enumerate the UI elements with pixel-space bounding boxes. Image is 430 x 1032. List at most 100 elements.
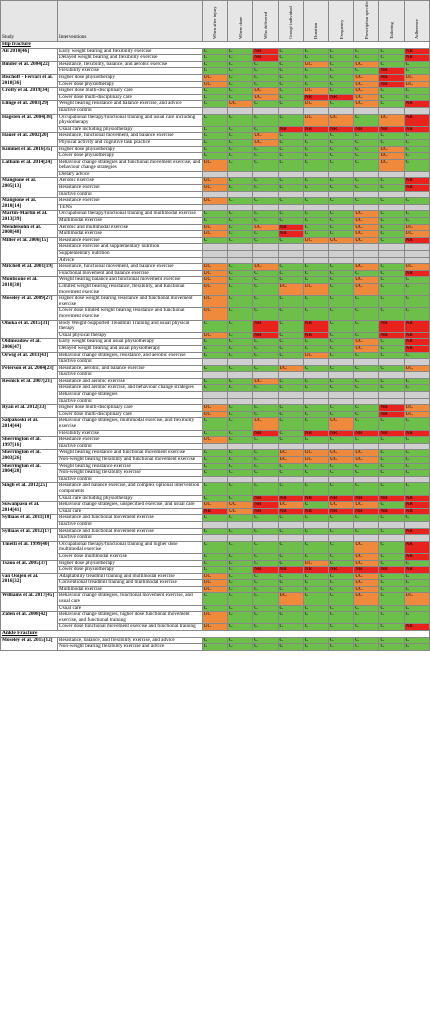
rating-cell: C xyxy=(201,377,229,386)
rating-cell: C xyxy=(378,93,405,102)
rating-cell xyxy=(378,190,405,199)
table-row: Moseley et al. 2015[12] Resistance, balan… xyxy=(0,636,430,651)
rating-cell: UC xyxy=(353,236,380,245)
rating-cell: NR xyxy=(403,338,430,346)
rating-cell: UC xyxy=(353,210,380,219)
rating-cell: C xyxy=(327,47,355,56)
rating-cell: NR xyxy=(277,230,304,238)
rating-cell: C xyxy=(302,295,329,309)
rating-cell: C xyxy=(227,636,254,645)
rating-cell: C xyxy=(378,636,405,645)
rating-cell: C xyxy=(327,351,355,360)
rating-cell: NR xyxy=(403,429,430,438)
rating-cell: C xyxy=(327,138,355,147)
rating-cell: C xyxy=(302,263,329,271)
rating-cell: C xyxy=(277,138,304,147)
rating-cell: C xyxy=(403,377,430,386)
table-row: Supplementary nutrition xyxy=(1,250,430,258)
intervention-cell: Delayed weight bearing and usual physiot… xyxy=(57,344,203,353)
rating-cell: C xyxy=(378,60,405,69)
rating-cell: UC xyxy=(277,449,304,457)
table-row: TENS xyxy=(1,203,430,212)
rating-cell: C xyxy=(378,47,405,56)
rating-cell: C xyxy=(403,138,430,147)
rating-cell: C xyxy=(252,184,279,192)
rating-cell: C xyxy=(378,276,405,284)
rating-cell: C xyxy=(201,469,229,477)
rating-cell: C xyxy=(227,417,254,431)
rating-cell: UC xyxy=(252,87,279,95)
rating-cell: C xyxy=(277,552,304,561)
rating-cell: C xyxy=(327,197,355,205)
study-cell: Ali 2010[46] xyxy=(0,47,59,62)
rating-cell: C xyxy=(252,210,279,219)
study-cell: Moseley et al. 2009[27] xyxy=(0,295,59,321)
study-cell: Latham et al. 2014[24] xyxy=(0,158,59,179)
rating-cell: C xyxy=(252,282,279,297)
table-row: Usual care NR UC NR NR NR NR NR NR NR xyxy=(1,507,430,516)
intervention-cell: Weight bearing resistance and balance ex… xyxy=(57,100,203,108)
study-cell: Sylliaas et al. 2011[18] xyxy=(0,514,59,529)
rating-cell: UC xyxy=(403,230,430,238)
rating-cell: C xyxy=(327,263,355,271)
rating-cell: C xyxy=(302,210,329,219)
rating-cell: C xyxy=(327,559,355,568)
rating-cell xyxy=(327,391,355,399)
rating-cell: C xyxy=(378,540,405,554)
rating-cell xyxy=(252,203,279,212)
rating-cell: NR xyxy=(327,125,355,134)
rating-cell: C xyxy=(353,643,380,651)
rating-cell xyxy=(302,391,329,399)
intervention-cell: Occupational therapy/functional training… xyxy=(57,210,203,219)
rating-cell: C xyxy=(378,223,405,232)
table-row: van Ooijen et al. 2016[32] Adaptability t… xyxy=(0,572,430,594)
rating-cell: C xyxy=(302,384,329,393)
rating-cell: UC xyxy=(302,60,329,69)
rating-cell: UC xyxy=(353,540,380,554)
rating-cell xyxy=(378,256,405,265)
table-row: Lower dose physiotherapy UC C C C C C UC NR UC xyxy=(1,80,430,89)
rating-cell: C xyxy=(302,643,329,651)
intervention-cell: Inactive control xyxy=(57,520,203,529)
rating-cell: C xyxy=(201,559,229,568)
rating-cell: C xyxy=(403,604,430,613)
rating-cell: C xyxy=(403,643,430,651)
rating-cell: UC xyxy=(403,223,430,232)
rating-cell: C xyxy=(403,217,430,225)
rating-cell: UC xyxy=(277,456,304,464)
rating-cell xyxy=(227,534,254,542)
table-row: Crotty et al. 2019[34] Higher dose multi-… xyxy=(0,87,430,102)
rating-cell: C xyxy=(201,636,229,645)
rating-cell xyxy=(353,250,380,258)
rating-cell: NR xyxy=(403,623,430,632)
rating-cell: C xyxy=(252,449,279,457)
rating-cell: C xyxy=(252,592,279,606)
rating-cell: NR xyxy=(252,429,279,438)
rating-cell: C xyxy=(378,87,405,95)
rating-cell: C xyxy=(277,197,304,205)
table-row: Elinge et al. 2003[29] Weight bearing res… xyxy=(0,100,430,115)
rating-cell: C xyxy=(327,73,355,82)
rating-cell: C xyxy=(403,67,430,75)
rating-cell: C xyxy=(302,604,329,613)
rating-cell xyxy=(327,397,355,406)
rating-cell: C xyxy=(227,307,254,321)
rating-cell: C xyxy=(252,113,279,127)
rating-cell xyxy=(403,442,430,451)
rating-cell: C xyxy=(277,611,304,625)
table-row: Usual care including physiotherapy C C NR NR… xyxy=(1,494,430,503)
intervention-cell: Aerobic exercise xyxy=(57,177,203,186)
rating-cell: NR xyxy=(353,507,380,516)
rating-cell: NR xyxy=(302,566,329,574)
rating-cell: C xyxy=(201,482,229,496)
rating-cell: C xyxy=(403,436,430,444)
rating-cell: UC xyxy=(353,263,380,271)
table-row: Zidén et al. 2008[42] Behaviour change st… xyxy=(0,611,430,632)
rating-cell: C xyxy=(403,87,430,95)
rating-cell: C xyxy=(277,319,304,333)
rating-cell: C xyxy=(277,585,304,594)
table-row: Mitchell et al. 2001[19] Resistance, func… xyxy=(0,263,430,278)
rating-cell: C xyxy=(302,404,329,412)
rating-cell: C xyxy=(252,177,279,186)
intervention-cell: Adaptability treadmill training and mult… xyxy=(57,572,203,581)
